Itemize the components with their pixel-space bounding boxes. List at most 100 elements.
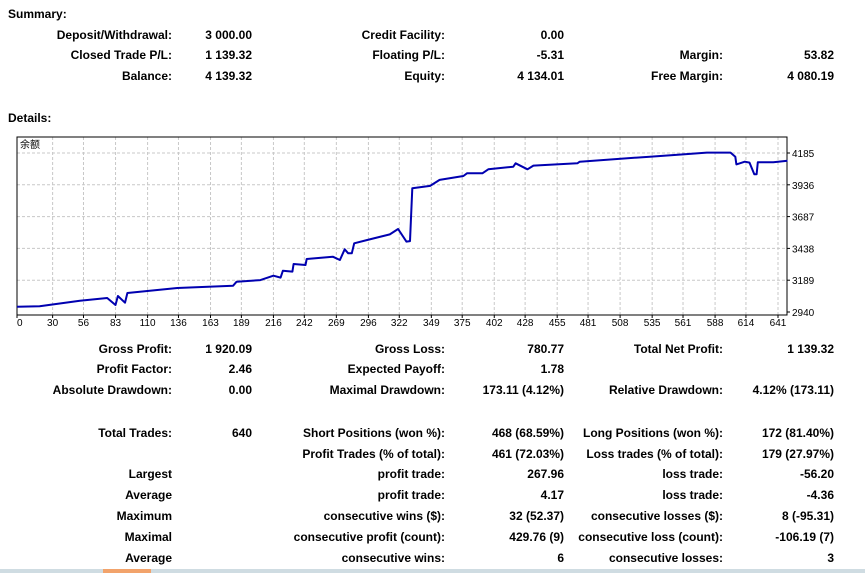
x-tick-label: 561: [675, 318, 692, 329]
x-tick-label: 349: [423, 318, 440, 329]
label-average: Average: [125, 488, 172, 502]
value-deposit-withdrawal: 3 000.00: [205, 28, 252, 42]
value-consecutive-losses: 3: [827, 551, 834, 565]
label-loss-trade: loss trade:: [662, 467, 723, 481]
x-tick-label: 296: [360, 318, 377, 329]
label-loss-trade: loss trade:: [662, 488, 723, 502]
value-gross-loss: 780.77: [527, 342, 564, 356]
y-tick-label: 3438: [792, 244, 815, 255]
x-tick-label: 189: [233, 318, 250, 329]
x-tick-label: 136: [170, 318, 187, 329]
value-loss-trade: -4.36: [806, 488, 834, 502]
label-maximal-drawdown: Maximal Drawdown:: [329, 383, 445, 397]
label-consecutive-wins: consecutive wins:: [341, 551, 445, 565]
value-profit-factor: 2.46: [228, 362, 252, 376]
value-floating-p-l: -5.31: [536, 48, 564, 62]
value-consecutive-losses: 8 (-95.31): [781, 509, 834, 523]
value-short-positions-won: 468 (68.59%): [491, 426, 564, 440]
x-tick-label: 163: [202, 318, 219, 329]
value-balance: 4 139.32: [205, 69, 252, 83]
y-tick-label: 3936: [792, 181, 815, 192]
x-tick-label: 110: [140, 318, 156, 329]
value-total-net-profit: 1 139.32: [787, 342, 834, 356]
x-tick-label: 0: [17, 318, 23, 329]
y-tick-label: 3687: [792, 213, 815, 224]
balance-chart: 0 30 56 83 110 136 163 189 216 242 269 296 322 349 375…: [16, 136, 815, 329]
value-expected-payoff: 1.78: [540, 362, 564, 376]
label-gross-profit: Gross Profit:: [98, 342, 172, 356]
label-deposit-withdrawal: Deposit/Withdrawal:: [56, 28, 172, 42]
bottom-tab-bar: [0, 569, 865, 573]
x-tick-label: 588: [707, 318, 724, 329]
label-consecutive-loss-count: consecutive loss (count):: [578, 530, 723, 544]
label-total-trades: Total Trades:: [98, 426, 172, 440]
x-tick-label: 641: [770, 318, 787, 329]
value-maximal-drawdown: 173.11 (4.12%): [482, 383, 564, 397]
x-tick-label: 30: [47, 318, 59, 329]
value-absolute-drawdown: 0.00: [228, 383, 252, 397]
label-consecutive-wins: consecutive wins ($):: [323, 509, 445, 523]
x-tick-label: 455: [549, 318, 566, 329]
value-equity: 4 134.01: [517, 69, 564, 83]
label-closed-trade-p-l: Closed Trade P/L:: [70, 48, 172, 62]
label-floating-p-l: Floating P/L:: [372, 48, 445, 62]
label-equity: Equity:: [404, 69, 445, 83]
label-credit-facility: Credit Facility:: [361, 28, 445, 42]
active-tab-indicator: [103, 569, 151, 573]
label-loss-trades-of-total: Loss trades (% of total):: [586, 447, 723, 461]
value-long-positions-won: 172 (81.40%): [761, 426, 834, 440]
y-tick-label: 2940: [792, 308, 815, 319]
value-consecutive-wins: 32 (52.37): [509, 509, 564, 523]
balance-line: [16, 151, 788, 308]
x-tick-label: 269: [328, 318, 345, 329]
value-gross-profit: 1 920.09: [205, 342, 252, 356]
value-loss-trades-of-total: 179 (27.97%): [761, 447, 834, 461]
value-profit-trade: 267.96: [527, 467, 564, 481]
value-loss-trade: -56.20: [799, 467, 834, 481]
label-short-positions-won: Short Positions (won %):: [303, 426, 445, 440]
label-profit-factor: Profit Factor:: [96, 362, 172, 376]
label-free-margin: Free Margin:: [650, 69, 723, 83]
label-maximal: Maximal: [124, 530, 172, 544]
x-tick-label: 428: [517, 318, 534, 329]
label-consecutive-losses: consecutive losses:: [608, 551, 723, 565]
value-consecutive-loss-count: -106.19 (7): [775, 530, 834, 544]
x-tick-label: 508: [612, 318, 629, 329]
y-tick-label: 3189: [792, 276, 815, 287]
value-total-trades: 640: [231, 426, 252, 440]
label-profit-trade: profit trade:: [377, 467, 445, 481]
x-tick-label: 242: [296, 318, 313, 329]
value-consecutive-wins: 6: [557, 551, 564, 565]
x-tick-label: 83: [110, 318, 122, 329]
label-profit-trades-of-total: Profit Trades (% of total):: [302, 447, 445, 461]
label-gross-loss: Gross Loss:: [374, 342, 445, 356]
x-tick-label: 535: [644, 318, 661, 329]
x-tick-label: 402: [486, 318, 503, 329]
value-free-margin: 4 080.19: [787, 69, 834, 83]
label-consecutive-losses: consecutive losses ($):: [590, 509, 723, 523]
label-relative-drawdown: Relative Drawdown:: [608, 383, 723, 397]
value-credit-facility: 0.00: [540, 28, 564, 42]
x-tick-label: 56: [78, 318, 90, 329]
label-total-net-profit: Total Net Profit:: [633, 342, 723, 356]
label-maximum: Maximum: [116, 509, 172, 523]
value-consecutive-profit-count: 429.76 (9): [509, 530, 564, 544]
plot-frame: [16, 136, 788, 316]
value-profit-trade: 4.17: [540, 488, 564, 502]
x-tick-label: 322: [391, 318, 408, 329]
label-profit-trade: profit trade:: [377, 488, 445, 502]
summary-title: Summary:: [8, 7, 67, 21]
x-tick-label: 375: [454, 318, 471, 329]
label-consecutive-profit-count: consecutive profit (count):: [293, 530, 445, 544]
label-balance: Balance:: [121, 69, 172, 83]
x-tick-label: 481: [580, 318, 597, 329]
label-long-positions-won: Long Positions (won %):: [583, 426, 723, 440]
value-relative-drawdown: 4.12% (173.11): [752, 383, 834, 397]
value-margin: 53.82: [803, 48, 834, 62]
x-tick-label: 216: [265, 318, 282, 329]
label-margin: Margin:: [679, 48, 723, 62]
x-tick-label: 614: [738, 318, 755, 329]
y-tick-label: 4185: [792, 149, 815, 160]
label-average: Average: [125, 551, 172, 565]
details-title: Details:: [8, 111, 52, 125]
